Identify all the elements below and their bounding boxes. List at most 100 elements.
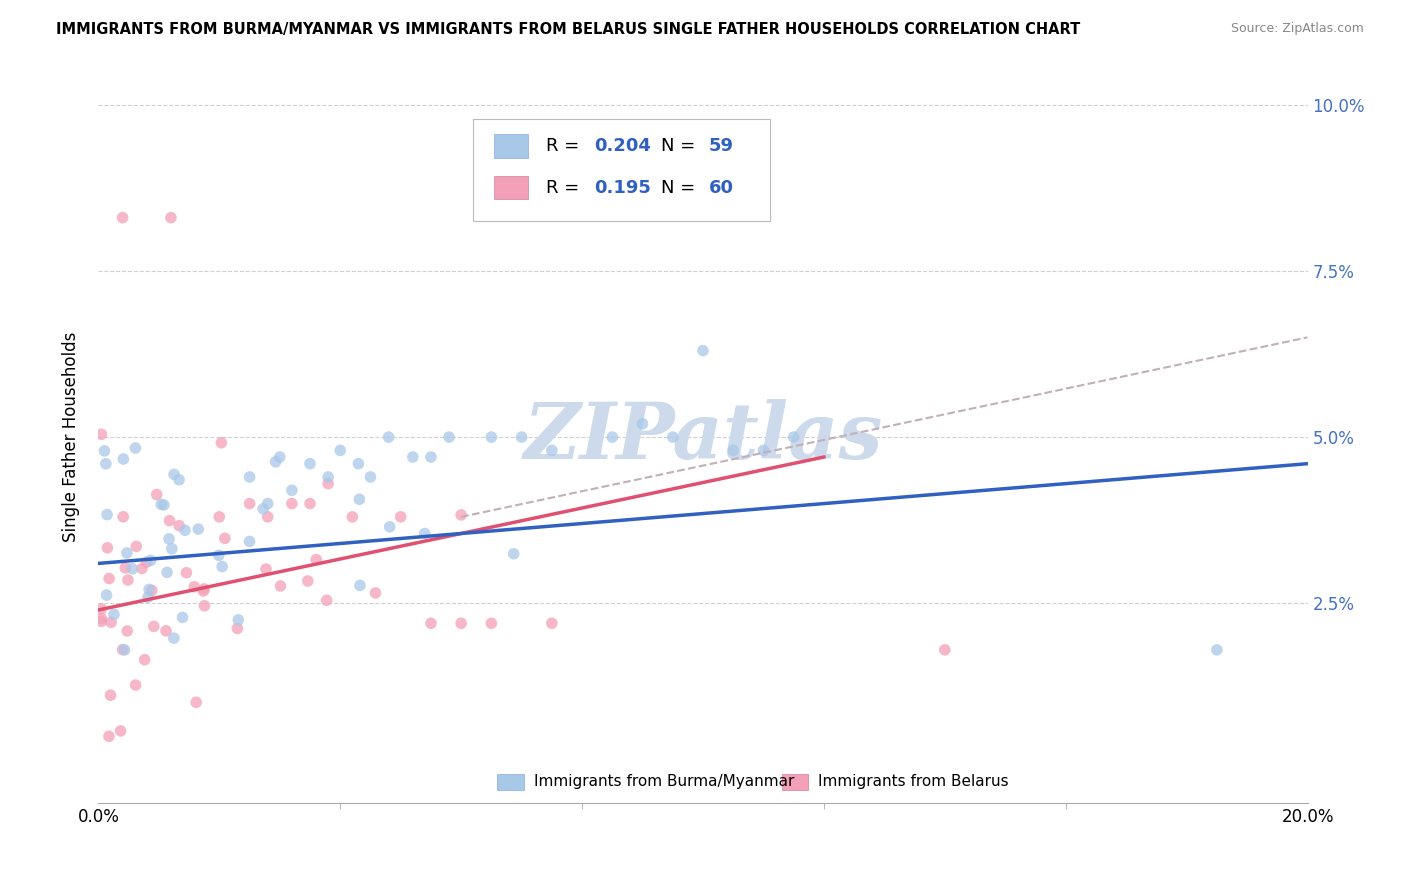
Point <box>172 610 194 624</box>
Point <box>134 653 156 667</box>
Point <box>481 430 503 444</box>
Point <box>349 578 371 592</box>
Point <box>316 476 339 491</box>
Point <box>254 562 277 576</box>
Point <box>176 566 198 580</box>
Point <box>1206 643 1229 657</box>
Point <box>112 452 135 467</box>
Point <box>413 526 436 541</box>
Point <box>437 430 460 444</box>
Text: Immigrants from Belarus: Immigrants from Belarus <box>818 774 1008 789</box>
Point <box>450 616 472 631</box>
Point <box>131 561 153 575</box>
Point <box>402 450 425 464</box>
Point <box>114 561 136 575</box>
Bar <box>494 176 527 199</box>
Point <box>602 430 624 444</box>
Point <box>661 430 683 444</box>
Point <box>141 583 163 598</box>
Text: N =: N = <box>661 137 700 155</box>
Point <box>138 582 160 597</box>
Point <box>420 616 443 631</box>
Text: 60: 60 <box>709 179 734 197</box>
Point <box>153 498 176 512</box>
Y-axis label: Single Father Households: Single Father Households <box>62 332 80 542</box>
Point <box>342 509 364 524</box>
Point <box>329 443 352 458</box>
Point <box>347 457 370 471</box>
Point <box>270 579 292 593</box>
Point <box>124 441 146 455</box>
Point <box>193 582 215 596</box>
Bar <box>494 135 527 158</box>
Point <box>752 443 775 458</box>
Point <box>783 430 806 444</box>
Point <box>142 619 165 633</box>
Point <box>150 497 173 511</box>
Point <box>481 616 503 631</box>
Point <box>208 509 231 524</box>
Point <box>239 497 262 511</box>
Point <box>377 430 399 444</box>
Point <box>299 457 322 471</box>
Text: 59: 59 <box>709 137 734 155</box>
Point <box>281 483 304 498</box>
Bar <box>782 773 808 789</box>
Point <box>264 455 287 469</box>
Text: Immigrants from Burma/Myanmar: Immigrants from Burma/Myanmar <box>534 774 794 789</box>
Point <box>631 417 654 431</box>
Point <box>90 427 112 442</box>
Point <box>226 613 249 627</box>
Point <box>160 211 183 225</box>
Point <box>239 470 262 484</box>
Point <box>112 509 135 524</box>
Point <box>540 443 562 458</box>
Point <box>117 573 139 587</box>
Point <box>97 729 120 743</box>
Text: ZIPatlas: ZIPatlas <box>523 399 883 475</box>
Point <box>98 572 121 586</box>
Point <box>136 590 159 604</box>
Point <box>299 497 322 511</box>
Point <box>510 430 533 444</box>
Point <box>281 497 304 511</box>
Point <box>111 211 134 225</box>
Point <box>163 631 186 645</box>
Point <box>115 624 138 638</box>
Point <box>167 518 190 533</box>
Point <box>723 443 745 458</box>
Text: Source: ZipAtlas.com: Source: ZipAtlas.com <box>1230 22 1364 36</box>
Point <box>174 523 197 537</box>
Point <box>238 534 260 549</box>
Point <box>167 473 190 487</box>
Point <box>420 450 443 464</box>
Point <box>193 584 215 599</box>
Point <box>186 695 208 709</box>
Point <box>209 435 232 450</box>
Text: 0.195: 0.195 <box>595 179 651 197</box>
Point <box>315 593 337 607</box>
Point <box>193 599 215 613</box>
Point <box>305 552 328 566</box>
Point <box>135 555 157 569</box>
Point <box>121 562 143 576</box>
Point <box>187 522 209 536</box>
Text: R =: R = <box>546 179 591 197</box>
Point <box>316 470 339 484</box>
Point <box>90 615 112 629</box>
Point <box>157 532 180 546</box>
Point <box>389 509 412 524</box>
Point <box>103 607 125 622</box>
Point <box>364 586 387 600</box>
Point <box>100 688 122 702</box>
Point <box>692 343 714 358</box>
Point <box>349 492 371 507</box>
Point <box>96 508 118 522</box>
Point <box>90 611 112 625</box>
Text: N =: N = <box>661 179 700 197</box>
Point <box>110 723 132 738</box>
Point <box>256 497 278 511</box>
Point <box>540 616 562 631</box>
Bar <box>498 773 524 789</box>
Point <box>100 615 122 630</box>
